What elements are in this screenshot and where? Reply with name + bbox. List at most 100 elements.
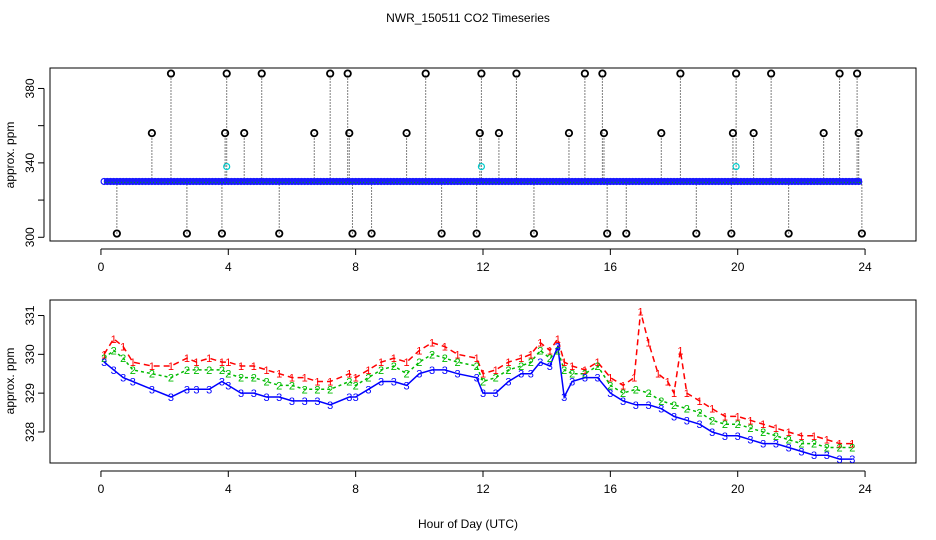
series-2-marker: 2 — [111, 345, 117, 357]
spike-point — [112, 229, 121, 238]
series-2-marker: 2 — [849, 442, 855, 454]
series-3-marker: 3 — [225, 380, 231, 392]
series-1-marker: 1 — [638, 307, 644, 319]
spike-point — [477, 69, 486, 78]
series-3-marker: 3 — [620, 396, 626, 408]
series-1-marker: 1 — [111, 334, 117, 346]
series-2-marker: 2 — [314, 384, 320, 396]
series-1-marker: 1 — [442, 342, 448, 354]
bottom-x-tick-label: 24 — [858, 482, 872, 496]
spike-point — [767, 69, 776, 78]
series-1-marker: 1 — [798, 431, 804, 443]
series-3-marker: 3 — [130, 377, 136, 389]
series-2-marker: 2 — [824, 442, 830, 454]
series-2-marker: 2 — [101, 353, 107, 365]
series-1-marker: 1 — [722, 411, 728, 423]
series-2-marker: 2 — [429, 349, 435, 361]
series-2-marker: 2 — [263, 377, 269, 389]
x-axis-title: Hour of Day (UTC) — [418, 517, 518, 531]
series-3-line — [103, 343, 853, 460]
series-3-marker: 3 — [365, 384, 371, 396]
series-1-marker: 1 — [518, 353, 524, 365]
series-1-marker: 1 — [786, 427, 792, 439]
spike-point — [472, 229, 481, 238]
series-3-marker: 3 — [569, 377, 575, 389]
series-3-marker: 3 — [493, 388, 499, 400]
spike-point — [345, 129, 354, 138]
series-1-marker: 1 — [631, 373, 637, 385]
series-2-marker: 2 — [193, 365, 199, 377]
series-3-marker: 3 — [276, 392, 282, 404]
series-2-marker: 2 — [404, 369, 410, 381]
series-3-marker: 3 — [480, 388, 486, 400]
series-3-marker: 3 — [251, 388, 257, 400]
series-3-marker: 3 — [645, 400, 651, 412]
series-3-marker: 3 — [658, 404, 664, 416]
series-2-marker: 2 — [709, 415, 715, 427]
series-2-marker: 2 — [773, 431, 779, 443]
cyan-point — [223, 162, 231, 171]
spike-point — [749, 129, 758, 138]
baseline-point — [855, 177, 863, 186]
series-3-marker: 3 — [416, 369, 422, 381]
cyan-point — [732, 162, 740, 171]
cyan-point — [477, 162, 486, 171]
series-3-marker: 3 — [555, 342, 561, 354]
series-3-marker: 3 — [474, 373, 480, 385]
series-2-marker: 2 — [722, 419, 728, 431]
series-3-marker: 3 — [811, 450, 817, 462]
spike-point — [402, 129, 411, 138]
top-y-tick-label: 340 — [23, 153, 37, 173]
series-3-marker: 3 — [505, 377, 511, 389]
series-3-marker: 3 — [404, 380, 410, 392]
series-1-marker: 1 — [251, 361, 257, 373]
series-3-marker: 3 — [709, 427, 715, 439]
top-axes: 0 4 8 12 16 20 24 300 340 380 — [23, 78, 872, 274]
series-2-marker: 2 — [346, 377, 352, 389]
series-2-marker: 2 — [219, 365, 225, 377]
spike-point — [326, 69, 335, 78]
series-1-marker: 1 — [620, 380, 626, 392]
series-3-marker: 3 — [528, 369, 534, 381]
series-1-marker: 1 — [149, 361, 155, 373]
bottom-x-tick-label: 20 — [731, 482, 745, 496]
spike-point — [257, 69, 266, 78]
series-1-marker: 1 — [454, 349, 460, 361]
series-1-marker: 1 — [677, 345, 683, 357]
top-x-tick-label: 0 — [98, 260, 105, 274]
series-2-marker: 2 — [837, 442, 843, 454]
series-2-marker: 2 — [696, 408, 702, 420]
series-3-marker: 3 — [582, 373, 588, 385]
series-3-marker: 3 — [111, 365, 117, 377]
series-1-marker: 1 — [760, 419, 766, 431]
series-3-marker: 3 — [149, 384, 155, 396]
series-3-marker: 3 — [454, 369, 460, 381]
series-2-marker: 2 — [149, 369, 155, 381]
series-3-marker: 3 — [120, 373, 126, 385]
series-1-marker: 1 — [569, 361, 575, 373]
series-1-marker: 1 — [547, 345, 553, 357]
series-1-marker: 1 — [365, 365, 371, 377]
series-2-marker: 2 — [620, 388, 626, 400]
bottom-plot-frame — [49, 299, 917, 464]
series-2-marker: 2 — [528, 357, 534, 369]
series-1-marker: 1 — [302, 373, 308, 385]
series-1-marker: 1 — [391, 353, 397, 365]
series-1-marker: 1 — [120, 342, 126, 354]
series-2-marker: 2 — [365, 373, 371, 385]
series-3-marker: 3 — [671, 411, 677, 423]
series-2-marker: 2 — [569, 369, 575, 381]
series-3-marker: 3 — [327, 400, 333, 412]
series-3-marker: 3 — [184, 384, 190, 396]
series-3-marker: 3 — [314, 396, 320, 408]
spike-point — [727, 229, 736, 238]
series-3-marker: 3 — [747, 435, 753, 447]
series-2-marker: 2 — [480, 377, 486, 389]
bottom-y-tick-label: 331 — [23, 305, 37, 325]
series-2-line — [103, 349, 853, 449]
bottom-y-tick-label: 329 — [23, 383, 37, 403]
series-3-marker: 3 — [429, 365, 435, 377]
series-3-marker: 3 — [722, 431, 728, 443]
series-2-marker: 2 — [378, 365, 384, 377]
